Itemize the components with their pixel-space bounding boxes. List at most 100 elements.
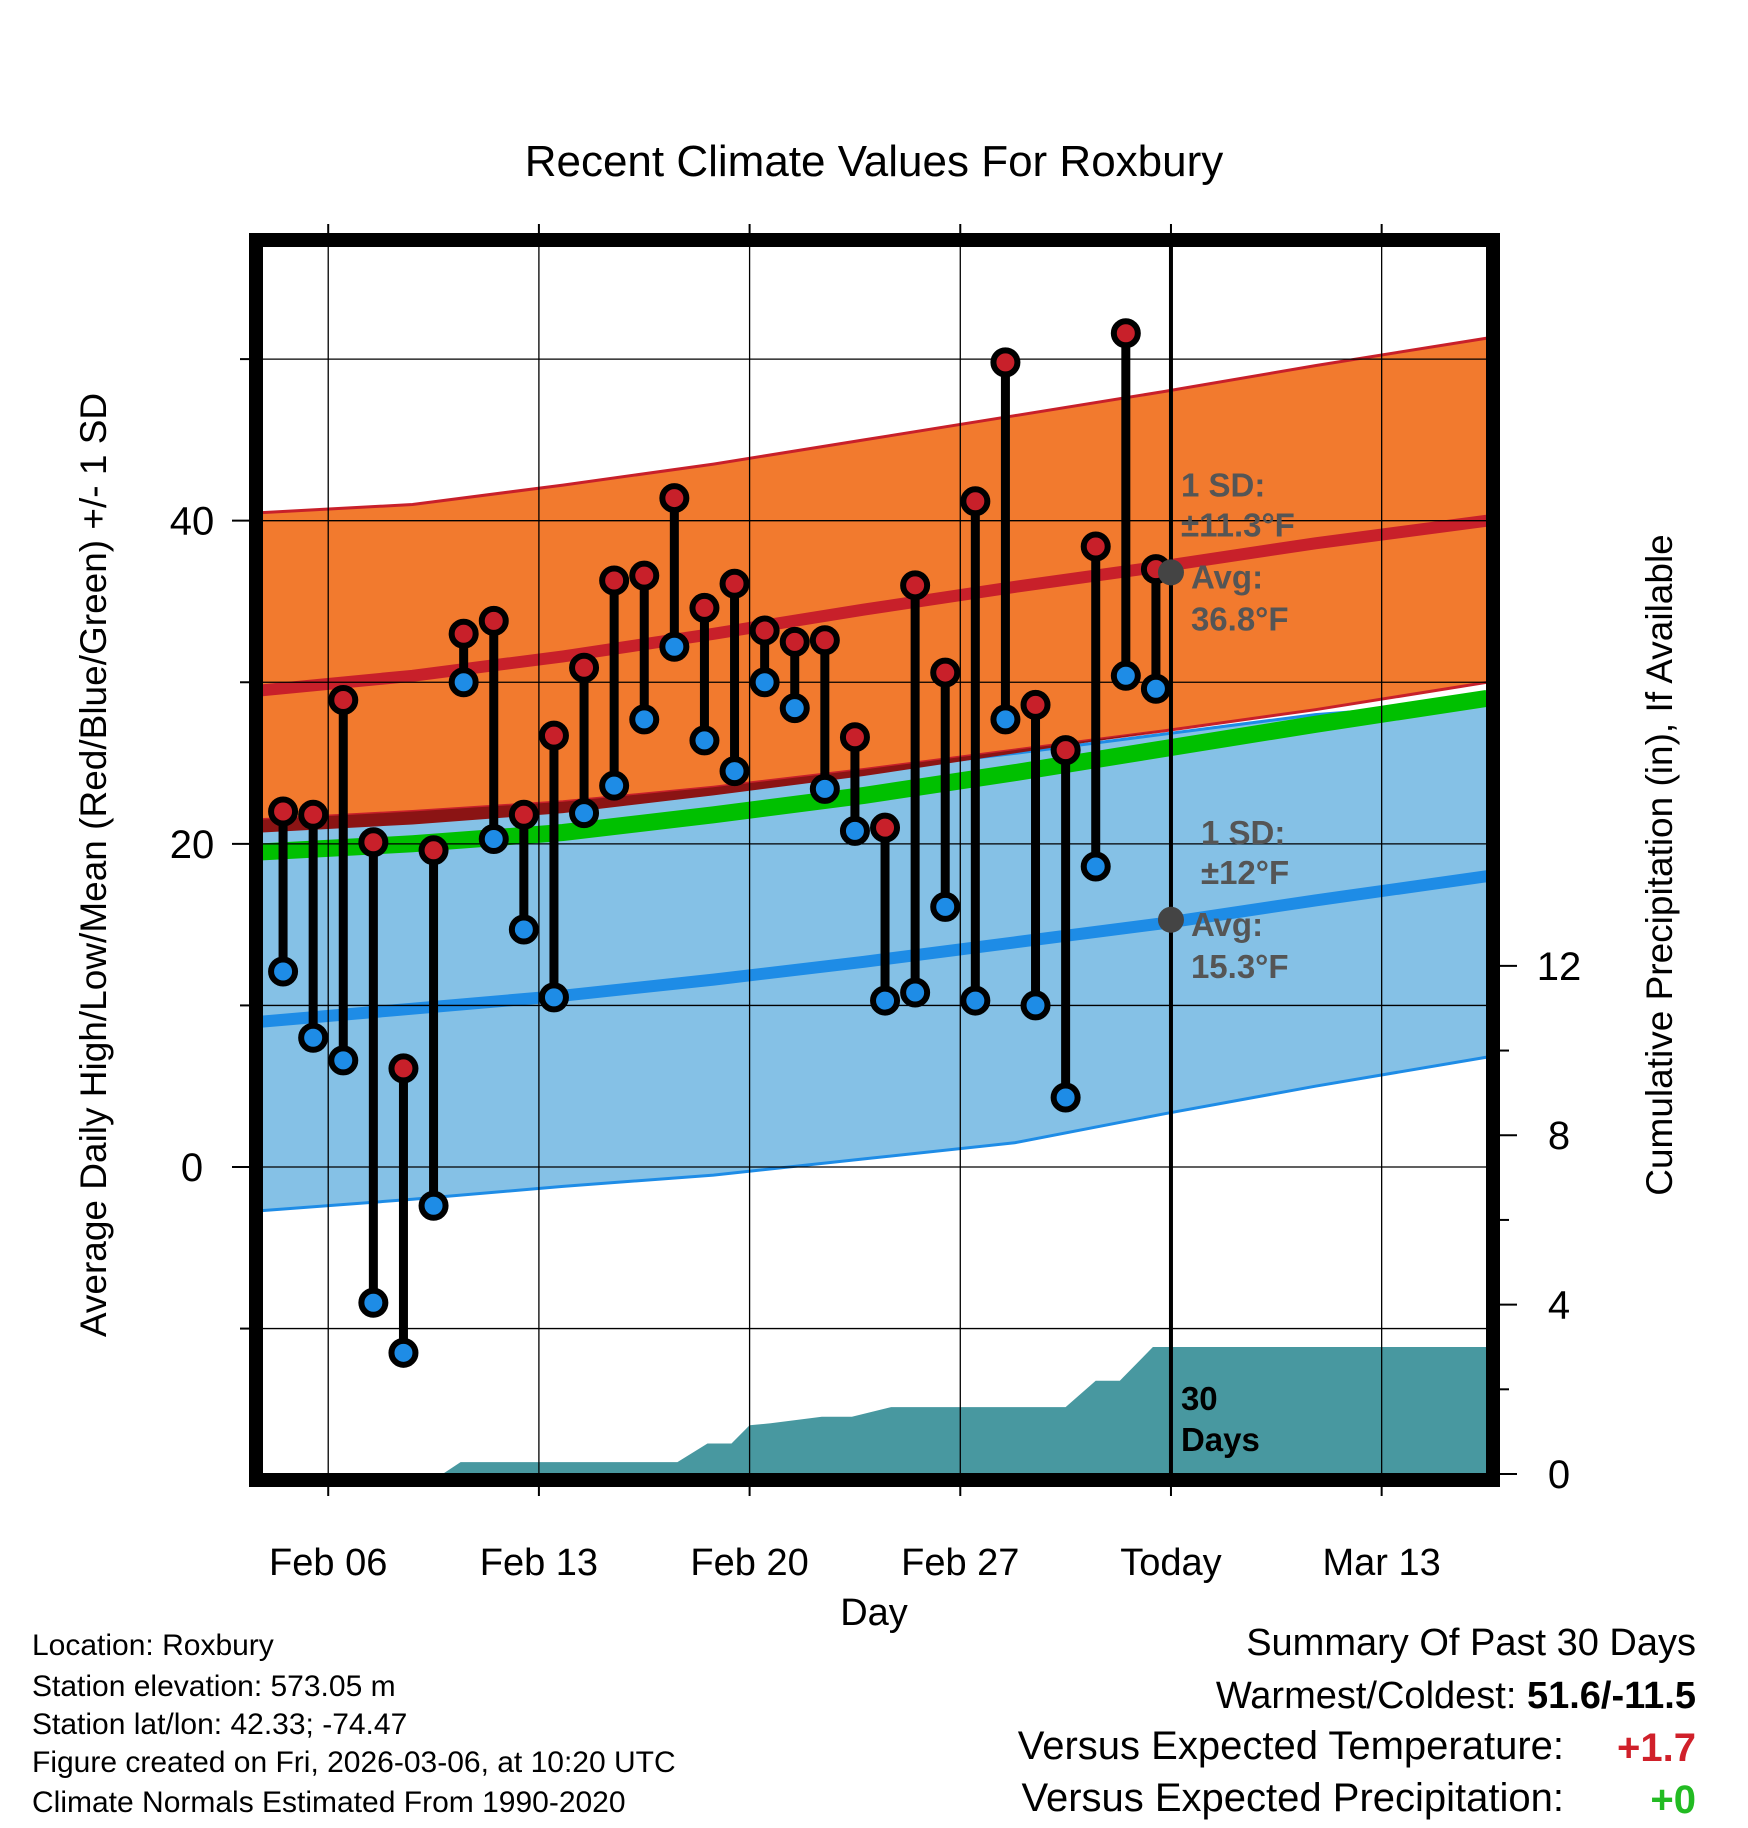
daily-low-point	[328, 1045, 359, 1076]
summary-warm-cold: Warmest/Coldest: 51.6/-11.5	[1216, 1675, 1696, 1718]
daily-high-point	[418, 835, 449, 866]
daily-high-point	[268, 796, 299, 827]
daily-low-point	[418, 1190, 449, 1221]
x-tick-label: Mar 13	[1323, 1542, 1441, 1584]
daily-high-point	[1020, 689, 1051, 720]
x-tick-label: Feb 13	[480, 1542, 598, 1584]
daily-high-point	[388, 1053, 419, 1084]
normal-mean-line	[261, 689, 1489, 861]
daily-high-point	[1080, 531, 1111, 562]
daily-low-point	[1140, 673, 1171, 704]
y2-axis-label: Cumulative Precipitation (in), If Availa…	[1639, 534, 1680, 1196]
y2-tick-label: 8	[1548, 1114, 1570, 1158]
daily-high-point	[599, 565, 630, 596]
low-avg-marker	[1157, 906, 1184, 933]
days-word-label: Days	[1181, 1421, 1260, 1458]
daily-low-point	[448, 667, 479, 698]
low-avg-value: 15.3°F	[1191, 948, 1289, 985]
high-avg-label: Avg:	[1191, 558, 1263, 595]
daily-low-point	[1110, 660, 1141, 691]
daily-low-point	[900, 977, 931, 1008]
daily-high-point	[809, 625, 840, 656]
daily-high-point	[839, 722, 870, 753]
daily-low-point	[1050, 1082, 1081, 1113]
daily-high-point	[358, 827, 389, 858]
daily-high-point	[569, 652, 600, 683]
daily-high-point	[930, 657, 961, 688]
daily-low-point	[990, 704, 1021, 735]
x-axis-label: Day	[840, 1592, 908, 1634]
daily-high-point	[448, 618, 479, 649]
daily-high-point	[328, 685, 359, 716]
daily-high-point	[900, 570, 931, 601]
high-sd-label: 1 SD:	[1181, 466, 1265, 503]
daily-low-point	[599, 770, 630, 801]
daily-low-point	[960, 985, 991, 1016]
daily-high-point	[538, 720, 569, 751]
daily-high-point	[298, 799, 329, 830]
created-text: Figure created on Fri, 2026-03-06, at 10…	[32, 1746, 676, 1779]
daily-low-point	[569, 798, 600, 829]
high-band-upper-edge	[261, 336, 1488, 515]
daily-low-point	[478, 823, 509, 854]
daily-high-point	[659, 483, 690, 514]
plot-frame	[249, 233, 1500, 1487]
summary-title: Summary Of Past 30 Days	[1246, 1622, 1696, 1664]
y-tick-label: 40	[170, 500, 215, 544]
daily-high-point	[719, 568, 750, 599]
elevation-text: Station elevation: 573.05 m	[32, 1670, 396, 1703]
precip-compare-label: Versus Expected Precipitation:	[1021, 1776, 1564, 1820]
normals-text: Climate Normals Estimated From 1990-2020	[32, 1786, 626, 1819]
daily-low-point	[749, 667, 780, 698]
daily-low-point	[659, 631, 690, 662]
x-tick-label: Feb 20	[690, 1542, 808, 1584]
daily-high-point	[508, 799, 539, 830]
warm-cold-label: Warmest/Coldest:	[1215, 1675, 1527, 1717]
high-band	[262, 338, 1487, 820]
low-avg-label: Avg:	[1191, 906, 1263, 943]
daily-low-point	[839, 815, 870, 846]
daily-low-point	[268, 956, 299, 987]
precip-area	[262, 1347, 1487, 1474]
low-band-lower-edge	[261, 1055, 1488, 1213]
location-text: Location: Roxbury	[32, 1629, 274, 1662]
precip-compare-value: +0	[1650, 1778, 1696, 1822]
high-avg-value: 36.8°F	[1191, 600, 1289, 637]
daily-high-point	[478, 605, 509, 636]
daily-high-point	[1050, 735, 1081, 766]
high-avg-marker	[1157, 559, 1184, 586]
daily-low-point	[779, 693, 810, 724]
daily-high-point	[779, 626, 810, 657]
x-tick-label: Feb 27	[901, 1542, 1019, 1584]
warm-cold-value: 51.6/-11.5	[1526, 1675, 1696, 1717]
y2-tick-label: 0	[1548, 1453, 1570, 1497]
daily-high-point	[960, 486, 991, 517]
chart-title: Recent Climate Values For Roxbury	[525, 137, 1224, 186]
daily-low-point	[809, 773, 840, 804]
daily-low-point	[689, 725, 720, 756]
normal-low-line	[261, 870, 1488, 1028]
y-axis-label: Average Daily High/Low/Mean (Red/Blue/Gr…	[73, 393, 114, 1337]
daily-high-point	[1110, 318, 1141, 349]
y-tick-label: 20	[170, 823, 215, 867]
high-sd-value: ±11.3°F	[1181, 506, 1295, 543]
daily-low-point	[358, 1287, 389, 1318]
temp-compare-label: Versus Expected Temperature:	[1017, 1724, 1564, 1768]
daily-low-point	[538, 982, 569, 1013]
temp-compare-value: +1.7	[1617, 1726, 1696, 1770]
daily-low-point	[870, 985, 901, 1016]
daily-high-point	[629, 560, 660, 591]
latlon-text: Station lat/lon: 42.33; -74.47	[32, 1708, 408, 1741]
days-count-label: 30	[1181, 1380, 1218, 1417]
daily-low-point	[298, 1022, 329, 1053]
daily-low-point	[388, 1337, 419, 1368]
x-tick-label: Today	[1120, 1542, 1221, 1584]
daily-low-point	[1080, 851, 1111, 882]
daily-low-point	[508, 914, 539, 945]
daily-low-point	[719, 756, 750, 787]
daily-low-point	[629, 704, 660, 735]
daily-low-point	[930, 891, 961, 922]
daily-high-point	[749, 615, 780, 646]
